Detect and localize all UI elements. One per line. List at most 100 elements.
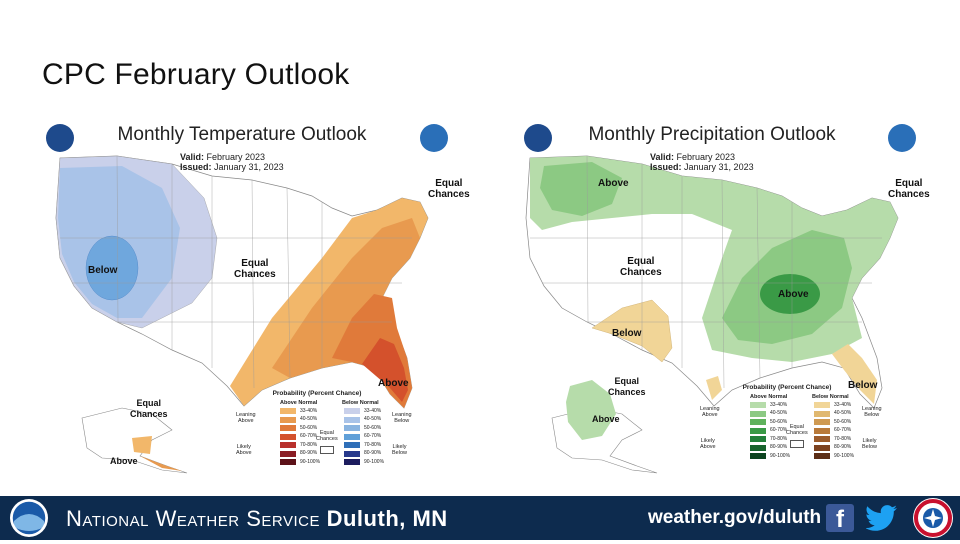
legend-swatch-above-2 [750,419,766,425]
legend-swatch-below-5 [814,444,830,451]
legend-range-below-1: 40-50% [834,410,852,416]
legend-range-below-6: 90-100% [364,458,385,465]
legend-swatch-above-0 [750,402,766,408]
legend-above-header: Above Normal [280,400,318,406]
legend-range-above-5: 80-90% [300,450,318,456]
valid-value: February 2023 [206,152,266,162]
above-center-core [760,274,820,314]
temperature-outlook-panel: Monthly Temperature Outlook Valid: Febru… [22,118,470,490]
label-above-nw: Above [598,178,629,189]
legend-swatch-above-3 [280,433,296,440]
legend-swatch-above-4 [280,442,296,448]
nws-logo-icon [912,497,954,539]
legend-range-below-0: 33-40% [834,401,852,408]
above-max-area [362,338,408,402]
legend-leaning-below: Leaning Below [862,406,882,418]
precipitation-outlook-panel: Monthly Precipitation Outlook Valid: Feb… [492,118,932,490]
legend-swatch-below-0 [344,408,360,414]
twitter-icon[interactable] [865,504,898,532]
legend-leaning-above: Leaning Above [236,412,256,424]
legend-ec-swatch [790,440,804,448]
label-equal-chances-ne: Equal Chances [888,178,930,200]
state-borders [530,155,882,389]
temperature-map [55,155,429,474]
legend-swatch-above-5 [280,450,296,457]
valid-value: February 2023 [676,152,736,162]
legend-range-above-3: 60-70% [770,427,788,433]
legend-swatch-above-1 [280,416,296,423]
legend-range-above-1: 40-50% [300,416,318,422]
legend-swatch-above-2 [280,425,296,431]
legend-title: Probability (Percent Chance) [272,390,362,397]
legend-above-header: Above Normal [750,394,788,400]
legend-range-above-5: 80-90% [770,444,788,450]
legend-range-below-6: 90-100% [834,452,855,459]
below-tx-area [706,376,722,400]
facebook-icon[interactable]: f [826,504,854,533]
legend-swatch-below-2 [344,425,360,431]
legend-swatch-below-2 [814,419,830,425]
legend-swatch-below-5 [344,450,360,457]
legend-range-above-6: 90-100% [770,452,791,459]
legend-swatch-above-0 [280,408,296,414]
issued-value: January 31, 2023 [684,162,754,172]
office-name: Duluth, MN [326,506,448,531]
label-above-center: Above [778,289,809,300]
noaa-logo-icon [420,124,448,152]
label-above-se: Above [378,378,409,389]
legend-range-above-3: 60-70% [300,433,318,439]
nws-letter-s: S [246,506,262,531]
precipitation-legend: Probability (Percent Chance) Above Norma… [700,384,882,459]
label-equal-chances-ak: Equal Chances [130,398,168,419]
legend-range-below-1: 40-50% [364,416,382,422]
nws-office-name: National Weather Service Duluth, MN [66,506,448,532]
commerce-seal-icon [46,124,74,152]
legend-range-below-2: 50-60% [364,424,382,431]
legend-leaning-above: Leaning Above [700,406,720,418]
slide-title: CPC February Outlook [42,58,350,91]
label-below-fl: Below [848,380,878,391]
legend-swatch-below-4 [814,436,830,442]
precipitation-title: Monthly Precipitation Outlook [588,124,836,145]
legend-likely-above: Likely Above [236,444,252,456]
issued-value: January 31, 2023 [214,162,284,172]
legend-swatch-below-1 [344,416,360,423]
precipitation-map [525,155,899,474]
state-borders [60,155,412,389]
legend-swatch-below-3 [344,433,360,440]
above-north-likely [540,162,622,216]
legend-title: Probability (Percent Chance) [742,384,832,391]
legend-swatch-below-1 [814,410,830,417]
legend-range-above-6: 90-100% [300,458,321,465]
legend-ec-swatch [320,446,334,454]
legend-below-header: Below Normal [812,394,849,400]
website-link[interactable]: weather.gov/duluth [648,507,822,528]
nws-letter-w: W [155,506,177,531]
alaska-above [566,380,616,440]
precipitation-meta: Valid: February 2023 Issued: January 31,… [650,152,754,172]
legend-likely-below: Likely Below [862,438,877,450]
legend-range-below-4: 70-80% [834,435,852,442]
legend-range-above-2: 50-60% [770,418,788,425]
footer-bar: National Weather Service Duluth, MN weat… [0,496,960,540]
legend-range-below-0: 33-40% [364,407,382,414]
legend-range-below-5: 80-90% [834,444,852,450]
legend-swatch-above-4 [750,436,766,442]
temperature-legend: Probability (Percent Chance) Above Norma… [236,390,412,465]
issued-label: Issued: [180,162,212,172]
legend-equal-chances: Equal Chances [786,424,808,436]
legend-swatch-above-6 [280,459,296,465]
label-equal-chances-center: Equal Chances [234,258,276,280]
valid-label: Valid: [180,152,205,162]
legend-swatch-below-3 [814,427,830,434]
temperature-title: Monthly Temperature Outlook [117,124,367,145]
noaa-logo-icon [10,499,48,537]
legend-range-above-4: 70-80% [770,435,788,442]
legend-swatch-below-0 [814,402,830,408]
legend-range-above-1: 40-50% [770,410,788,416]
issued-label: Issued: [650,162,682,172]
legend-equal-chances: Equal Chances [316,430,338,442]
commerce-seal-icon [524,124,552,152]
alaska-above [132,436,152,454]
label-above-ak: Above [110,456,138,466]
